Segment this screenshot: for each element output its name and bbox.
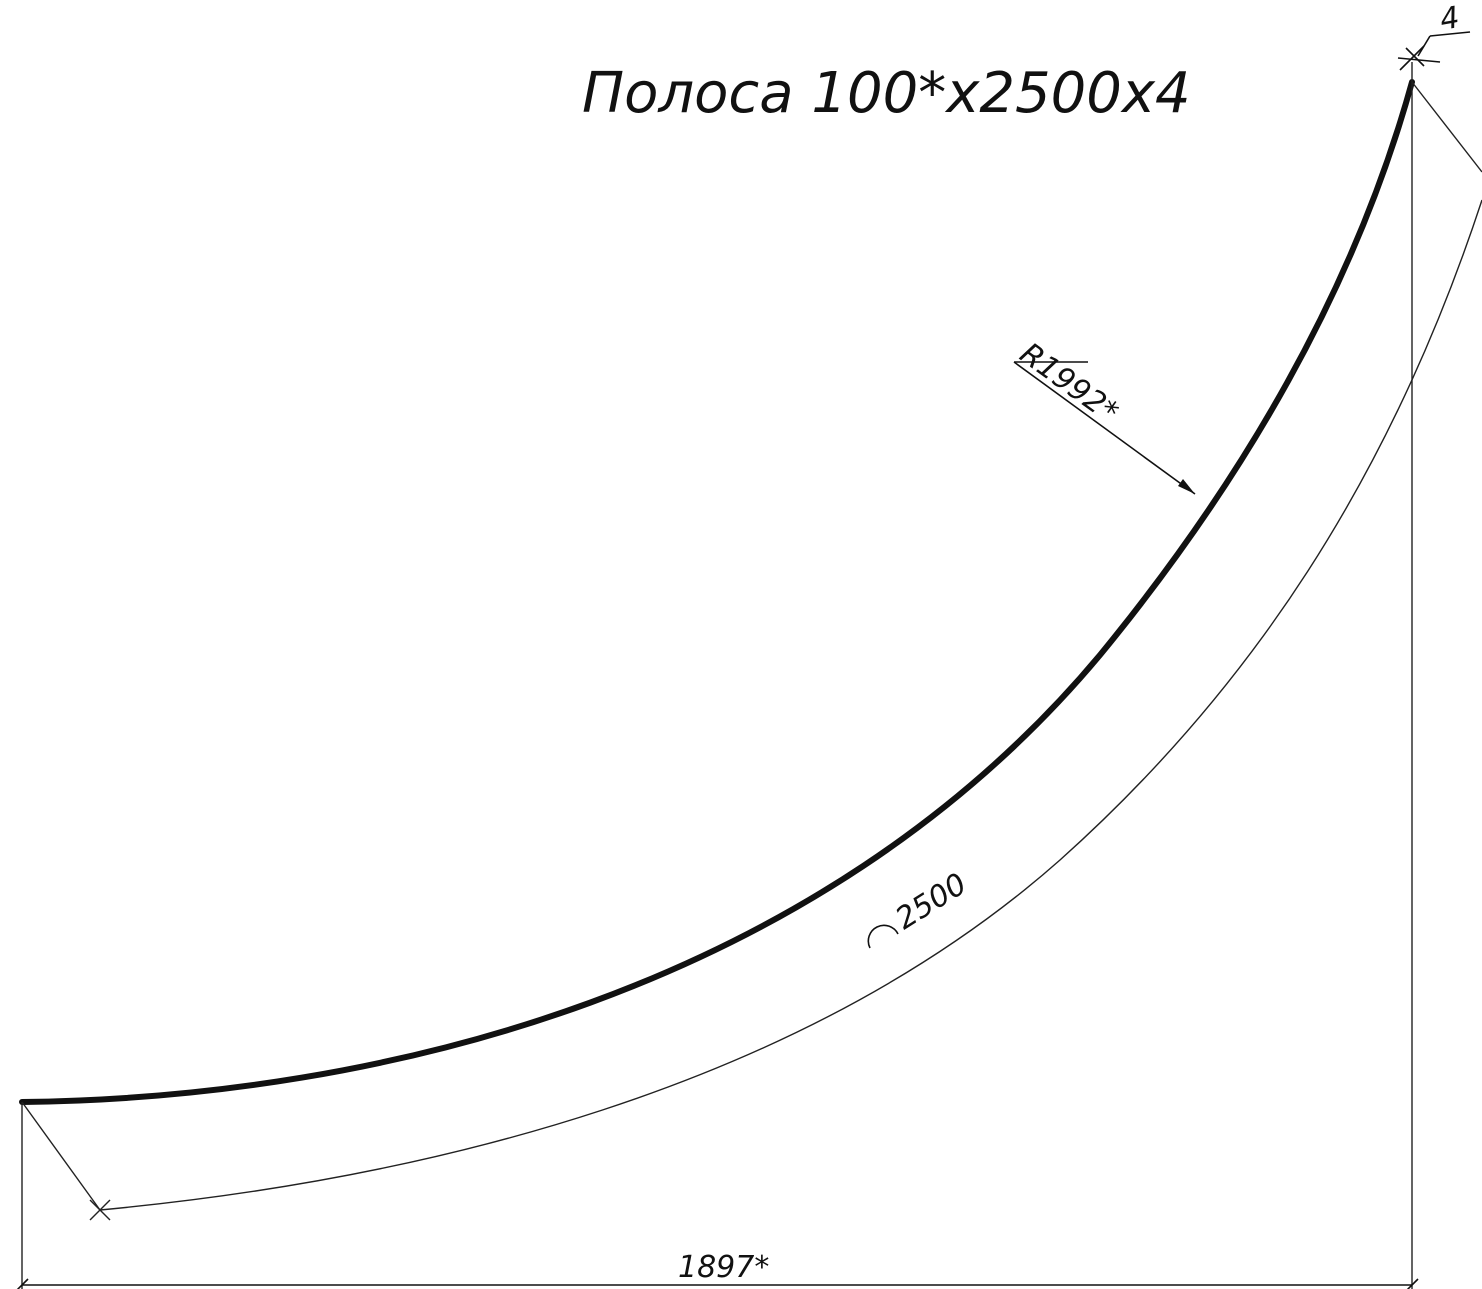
radius-leader xyxy=(1013,361,1196,495)
strip-right-end-line xyxy=(1411,81,1482,173)
left-cross-mark xyxy=(89,1199,111,1221)
arc-length-symbol xyxy=(867,924,899,949)
thickness-dimension xyxy=(1397,31,1471,71)
strip-thin-arc xyxy=(99,199,1482,1211)
radius-label: R1992* xyxy=(1013,336,1124,430)
drawing-title: Полоса 100*х2500х4 xyxy=(582,61,1191,126)
arc-length-label: 2500 xyxy=(890,867,973,937)
width-dimension-ticks xyxy=(16,1278,1419,1289)
thickness-label: 4 xyxy=(1437,0,1462,38)
width-dimension-label: 1897* xyxy=(678,1250,769,1285)
strip-left-end-line xyxy=(21,1101,101,1211)
strip-thick-arc xyxy=(19,79,1415,1105)
